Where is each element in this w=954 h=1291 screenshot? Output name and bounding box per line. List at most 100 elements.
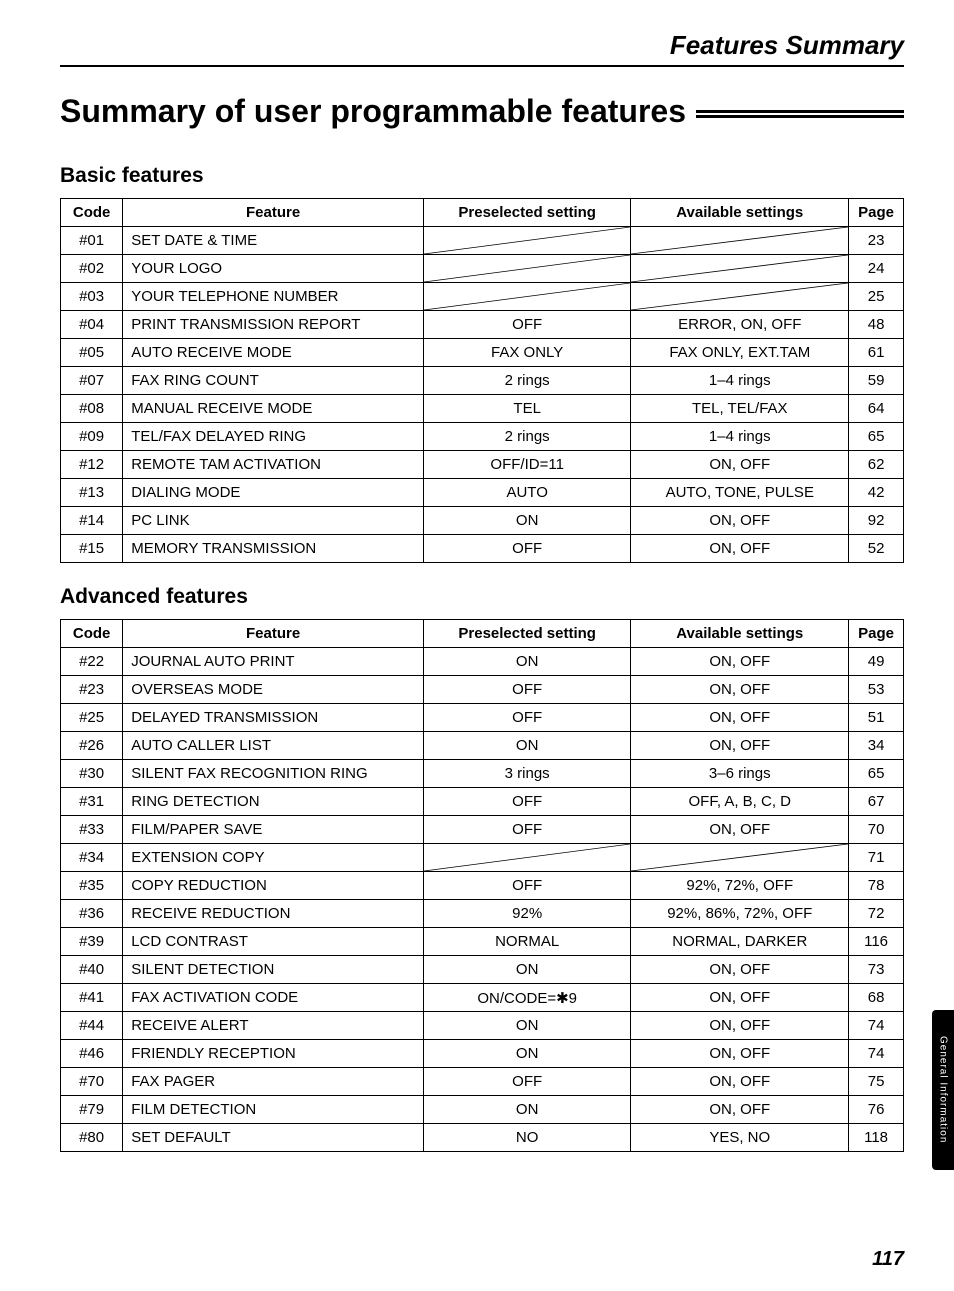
cell-avail: ERROR, ON, OFF xyxy=(631,311,849,339)
cell-code: #70 xyxy=(61,1068,123,1096)
cell-preset: OFF xyxy=(423,788,630,816)
table-row: #40SILENT DETECTIONONON, OFF73 xyxy=(61,956,904,984)
col-header-code: Code xyxy=(61,620,123,648)
table-row: #22JOURNAL AUTO PRINTONON, OFF49 xyxy=(61,648,904,676)
features-table: CodeFeaturePreselected settingAvailable … xyxy=(60,619,904,1152)
cell-feature: PRINT TRANSMISSION REPORT xyxy=(123,311,424,339)
table-row: #15MEMORY TRANSMISSIONOFFON, OFF52 xyxy=(61,535,904,563)
cell-code: #41 xyxy=(61,984,123,1012)
cell-preset xyxy=(423,255,630,283)
cell-code: #80 xyxy=(61,1124,123,1152)
cell-feature: YOUR LOGO xyxy=(123,255,424,283)
cell-avail: ON, OFF xyxy=(631,535,849,563)
section-title: Basic features xyxy=(60,164,904,188)
cell-page: 118 xyxy=(849,1124,904,1152)
cell-page: 42 xyxy=(849,479,904,507)
main-title: Summary of user programmable features xyxy=(60,93,686,130)
table-row: #25DELAYED TRANSMISSIONOFFON, OFF51 xyxy=(61,704,904,732)
cell-feature: FRIENDLY RECEPTION xyxy=(123,1040,424,1068)
cell-code: #23 xyxy=(61,676,123,704)
cell-avail: NORMAL, DARKER xyxy=(631,928,849,956)
cell-avail: YES, NO xyxy=(631,1124,849,1152)
table-row: #41FAX ACTIVATION CODEON/CODE=✱9ON, OFF6… xyxy=(61,984,904,1012)
cell-code: #02 xyxy=(61,255,123,283)
cell-code: #25 xyxy=(61,704,123,732)
cell-avail: ON, OFF xyxy=(631,704,849,732)
cell-avail: AUTO, TONE, PULSE xyxy=(631,479,849,507)
cell-page: 51 xyxy=(849,704,904,732)
cell-page: 64 xyxy=(849,395,904,423)
table-row: #31RING DETECTIONOFFOFF, A, B, C, D67 xyxy=(61,788,904,816)
cell-code: #35 xyxy=(61,872,123,900)
cell-feature: FILM DETECTION xyxy=(123,1096,424,1124)
cell-feature: AUTO CALLER LIST xyxy=(123,732,424,760)
cell-page: 74 xyxy=(849,1012,904,1040)
cell-preset: ON xyxy=(423,1040,630,1068)
cell-avail: 3–6 rings xyxy=(631,760,849,788)
cell-page: 23 xyxy=(849,227,904,255)
cell-feature: SET DATE & TIME xyxy=(123,227,424,255)
cell-code: #26 xyxy=(61,732,123,760)
col-header-page: Page xyxy=(849,199,904,227)
cell-feature: SET DEFAULT xyxy=(123,1124,424,1152)
cell-avail: ON, OFF xyxy=(631,816,849,844)
cell-code: #46 xyxy=(61,1040,123,1068)
cell-code: #33 xyxy=(61,816,123,844)
cell-code: #15 xyxy=(61,535,123,563)
running-header: Features Summary xyxy=(60,30,904,67)
cell-preset: OFF xyxy=(423,872,630,900)
col-header-preset: Preselected setting xyxy=(423,199,630,227)
cell-page: 59 xyxy=(849,367,904,395)
cell-avail: ON, OFF xyxy=(631,1096,849,1124)
cell-page: 53 xyxy=(849,676,904,704)
cell-feature: DELAYED TRANSMISSION xyxy=(123,704,424,732)
cell-feature: DIALING MODE xyxy=(123,479,424,507)
cell-code: #01 xyxy=(61,227,123,255)
cell-preset xyxy=(423,844,630,872)
cell-page: 49 xyxy=(849,648,904,676)
cell-avail: 92%, 86%, 72%, OFF xyxy=(631,900,849,928)
cell-avail: 1–4 rings xyxy=(631,423,849,451)
main-title-row: Summary of user programmable features xyxy=(60,93,904,130)
cell-avail xyxy=(631,227,849,255)
cell-preset xyxy=(423,227,630,255)
col-header-code: Code xyxy=(61,199,123,227)
cell-preset: OFF xyxy=(423,816,630,844)
page: Features Summary Summary of user program… xyxy=(0,0,954,1291)
cell-code: #79 xyxy=(61,1096,123,1124)
cell-feature: TEL/FAX DELAYED RING xyxy=(123,423,424,451)
cell-preset: 92% xyxy=(423,900,630,928)
col-header-page: Page xyxy=(849,620,904,648)
cell-preset: ON xyxy=(423,1012,630,1040)
cell-feature: YOUR TELEPHONE NUMBER xyxy=(123,283,424,311)
cell-feature: FILM/PAPER SAVE xyxy=(123,816,424,844)
cell-avail: ON, OFF xyxy=(631,676,849,704)
table-row: #23OVERSEAS MODEOFFON, OFF53 xyxy=(61,676,904,704)
col-header-avail: Available settings xyxy=(631,620,849,648)
table-row: #01SET DATE & TIME 23 xyxy=(61,227,904,255)
page-number: 117 xyxy=(872,1248,904,1271)
table-row: #80SET DEFAULTNOYES, NO118 xyxy=(61,1124,904,1152)
cell-page: 76 xyxy=(849,1096,904,1124)
cell-preset: TEL xyxy=(423,395,630,423)
table-row: #39LCD CONTRASTNORMALNORMAL, DARKER116 xyxy=(61,928,904,956)
cell-feature: OVERSEAS MODE xyxy=(123,676,424,704)
table-row: #04PRINT TRANSMISSION REPORTOFFERROR, ON… xyxy=(61,311,904,339)
cell-feature: RING DETECTION xyxy=(123,788,424,816)
cell-code: #30 xyxy=(61,760,123,788)
cell-code: #04 xyxy=(61,311,123,339)
table-row: #33FILM/PAPER SAVEOFFON, OFF70 xyxy=(61,816,904,844)
cell-avail: ON, OFF xyxy=(631,956,849,984)
cell-preset: ON xyxy=(423,732,630,760)
cell-code: #36 xyxy=(61,900,123,928)
table-row: #09TEL/FAX DELAYED RING2 rings1–4 rings6… xyxy=(61,423,904,451)
table-row: #08MANUAL RECEIVE MODETELTEL, TEL/FAX64 xyxy=(61,395,904,423)
table-row: #35COPY REDUCTIONOFF92%, 72%, OFF78 xyxy=(61,872,904,900)
cell-page: 70 xyxy=(849,816,904,844)
cell-preset: OFF xyxy=(423,676,630,704)
cell-avail: ON, OFF xyxy=(631,984,849,1012)
cell-avail: ON, OFF xyxy=(631,732,849,760)
table-row: #13DIALING MODEAUTOAUTO, TONE, PULSE42 xyxy=(61,479,904,507)
side-tab: General Information xyxy=(932,1010,954,1170)
cell-preset: 2 rings xyxy=(423,367,630,395)
